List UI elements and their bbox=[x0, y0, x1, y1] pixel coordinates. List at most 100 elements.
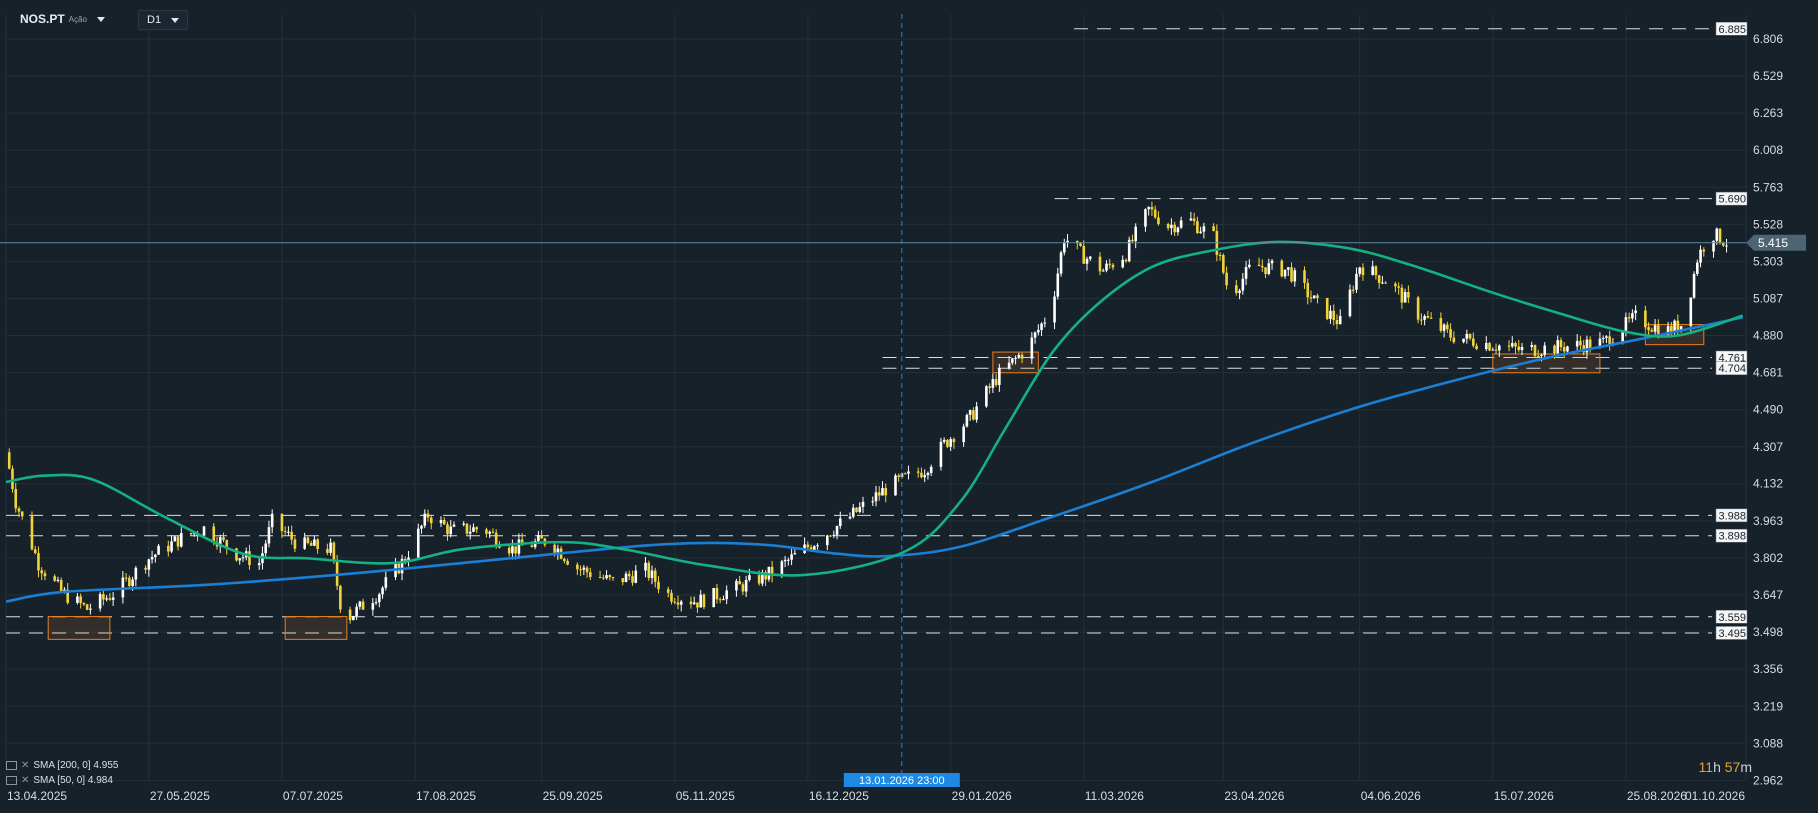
candle-body bbox=[1631, 313, 1634, 319]
candle-body bbox=[465, 523, 469, 534]
candle-body bbox=[735, 580, 738, 591]
x-tick-label: 29.01.2026 bbox=[952, 789, 1012, 803]
candle-body bbox=[202, 526, 206, 536]
candle-body bbox=[903, 473, 907, 475]
candle-body bbox=[170, 541, 173, 552]
candle-body bbox=[1634, 310, 1637, 314]
support-zone bbox=[47, 616, 111, 640]
indicator-label: SMA [50, 0] 4.984 bbox=[33, 775, 113, 786]
candle-body bbox=[1225, 272, 1228, 286]
candle-body bbox=[725, 590, 728, 600]
candle-body bbox=[1676, 320, 1680, 332]
candle-body bbox=[1267, 263, 1271, 274]
candle-body bbox=[689, 601, 693, 605]
candle-body bbox=[631, 576, 634, 583]
candle-body bbox=[1329, 310, 1332, 319]
candle-body bbox=[942, 439, 946, 442]
y-tick-label: 6.529 bbox=[1753, 69, 1783, 83]
candle-body bbox=[627, 573, 631, 577]
y-tick-label: 3.963 bbox=[1753, 514, 1783, 528]
x-tick-label: 07.07.2025 bbox=[283, 789, 343, 803]
candle-body bbox=[851, 507, 855, 517]
candle-body bbox=[1166, 224, 1170, 229]
candle-body bbox=[1111, 264, 1115, 268]
y-tick-label: 3.498 bbox=[1753, 625, 1783, 639]
candle-body bbox=[1264, 267, 1267, 274]
candle-body bbox=[1439, 318, 1443, 331]
candle-body bbox=[1306, 282, 1310, 298]
symbol-selector[interactable]: NOS.PT Ação bbox=[20, 10, 105, 28]
candle-body bbox=[225, 540, 229, 549]
level-tag-label: 5.690 bbox=[1719, 194, 1747, 206]
close-icon[interactable]: ✕ bbox=[21, 760, 30, 771]
candle-body bbox=[715, 588, 719, 600]
candle-body bbox=[1394, 283, 1397, 287]
candle-body bbox=[105, 598, 108, 600]
candle-body bbox=[1679, 326, 1683, 332]
candle-body bbox=[1173, 224, 1176, 233]
candle-body bbox=[1257, 264, 1261, 267]
candle-body bbox=[1218, 254, 1222, 256]
candle-body bbox=[131, 579, 134, 586]
candle-body bbox=[1108, 263, 1112, 265]
candle-body bbox=[744, 579, 748, 592]
candle-body bbox=[241, 557, 245, 559]
candle-body bbox=[212, 526, 216, 543]
candle-body bbox=[361, 601, 365, 610]
candle-body bbox=[1017, 354, 1021, 358]
y-tick-label: 5.303 bbox=[1753, 254, 1783, 268]
y-tick-label: 4.132 bbox=[1753, 477, 1783, 491]
candle-body bbox=[446, 524, 449, 535]
candle-body bbox=[1355, 273, 1358, 290]
y-tick-label: 3.647 bbox=[1753, 588, 1783, 602]
candle-body bbox=[748, 575, 751, 580]
indicator-legend-sma50[interactable]: ✕ SMA [50, 0] 4.984 bbox=[6, 775, 113, 786]
candle-body bbox=[468, 531, 472, 534]
candle-body bbox=[1507, 345, 1511, 347]
candle-body bbox=[602, 577, 605, 579]
candle-body bbox=[102, 594, 105, 600]
candle-body bbox=[238, 558, 242, 561]
candle-body bbox=[1338, 316, 1342, 325]
candle-body bbox=[1575, 340, 1579, 347]
candle-body bbox=[1101, 270, 1105, 272]
level-tag-label: 3.988 bbox=[1719, 510, 1747, 522]
candle-body bbox=[1248, 264, 1251, 268]
y-tick-label: 5.763 bbox=[1753, 180, 1783, 194]
candle-body bbox=[1484, 343, 1488, 350]
candle-body bbox=[309, 542, 313, 546]
candle-body bbox=[1325, 297, 1329, 319]
settings-icon[interactable] bbox=[6, 776, 17, 785]
candle-body bbox=[793, 553, 797, 555]
candle-body bbox=[1407, 292, 1410, 298]
candle-body bbox=[1040, 323, 1043, 330]
timeframe-selector[interactable]: D1 bbox=[138, 10, 189, 30]
candle-body bbox=[442, 519, 446, 525]
level-tag-label: 3.559 bbox=[1719, 612, 1747, 624]
support-zone bbox=[284, 616, 348, 640]
candle-body bbox=[1176, 227, 1180, 233]
candle-body bbox=[283, 531, 287, 533]
candle-body bbox=[1059, 252, 1063, 274]
indicator-legend-sma200[interactable]: ✕ SMA [200, 0] 4.955 bbox=[6, 760, 118, 771]
candle-body bbox=[150, 557, 154, 560]
candle-body bbox=[313, 539, 316, 546]
candle-body bbox=[462, 523, 466, 525]
candle-body bbox=[264, 543, 268, 554]
close-icon[interactable]: ✕ bbox=[21, 775, 30, 786]
candle-body bbox=[326, 548, 329, 553]
candle-body bbox=[1147, 206, 1150, 210]
candle-body bbox=[1170, 224, 1173, 229]
level-tag-label: 3.495 bbox=[1719, 628, 1747, 640]
candle-body bbox=[1475, 345, 1478, 350]
candle-body bbox=[881, 488, 884, 496]
candle-body bbox=[1371, 266, 1374, 276]
candle-body bbox=[582, 567, 586, 570]
candle-body bbox=[770, 566, 774, 576]
candle-body bbox=[134, 567, 138, 580]
candle-body bbox=[975, 406, 978, 420]
candle-body bbox=[673, 601, 677, 603]
settings-icon[interactable] bbox=[6, 761, 17, 770]
candle-body bbox=[741, 584, 745, 592]
